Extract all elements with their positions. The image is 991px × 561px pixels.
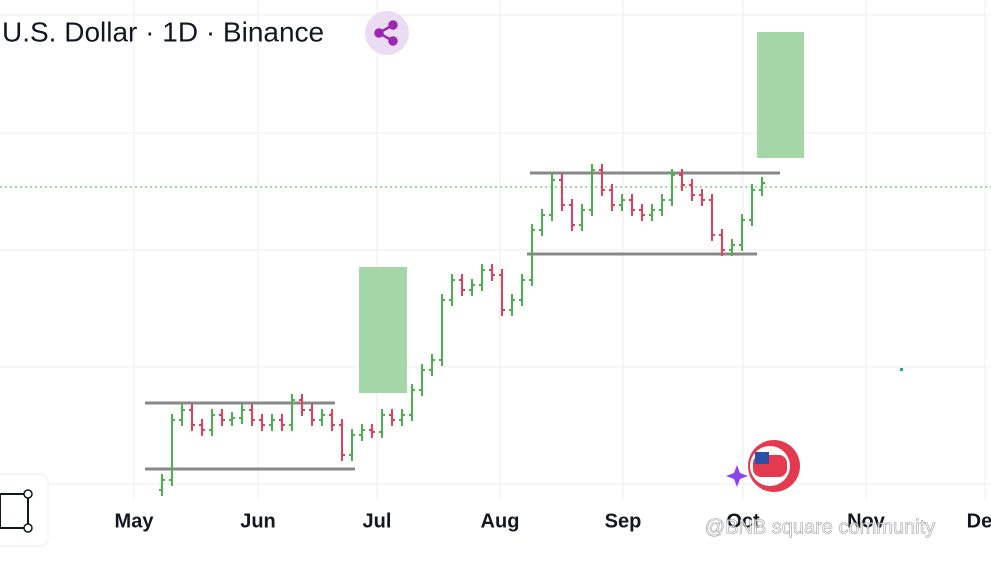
projection-box (757, 32, 804, 158)
x-tick-label: Aug (481, 510, 520, 532)
dot (900, 368, 903, 371)
x-tick-label: Nov (847, 510, 886, 532)
tool-panel[interactable] (0, 473, 49, 547)
x-tick-label: Sep (605, 510, 642, 532)
logo (726, 440, 800, 492)
x-tick-label: Dec (967, 510, 991, 532)
tool-handle (23, 523, 33, 533)
x-tick-label: Jun (240, 510, 276, 532)
support-lines (145, 171, 780, 471)
tool-icon (0, 493, 29, 529)
projection-box (359, 267, 407, 393)
x-tick-label: May (115, 510, 155, 532)
x-tick-label: Oct (726, 510, 760, 532)
watermark: @BNB square community (705, 516, 935, 538)
share-icon (374, 20, 398, 46)
title: U.S. Dollar · 1D · Binance (2, 16, 324, 47)
grid (0, 0, 991, 500)
share-button[interactable] (365, 11, 409, 55)
price-bars (159, 164, 765, 496)
x-tick-label: Jul (363, 510, 392, 532)
tool-handle (23, 489, 33, 499)
